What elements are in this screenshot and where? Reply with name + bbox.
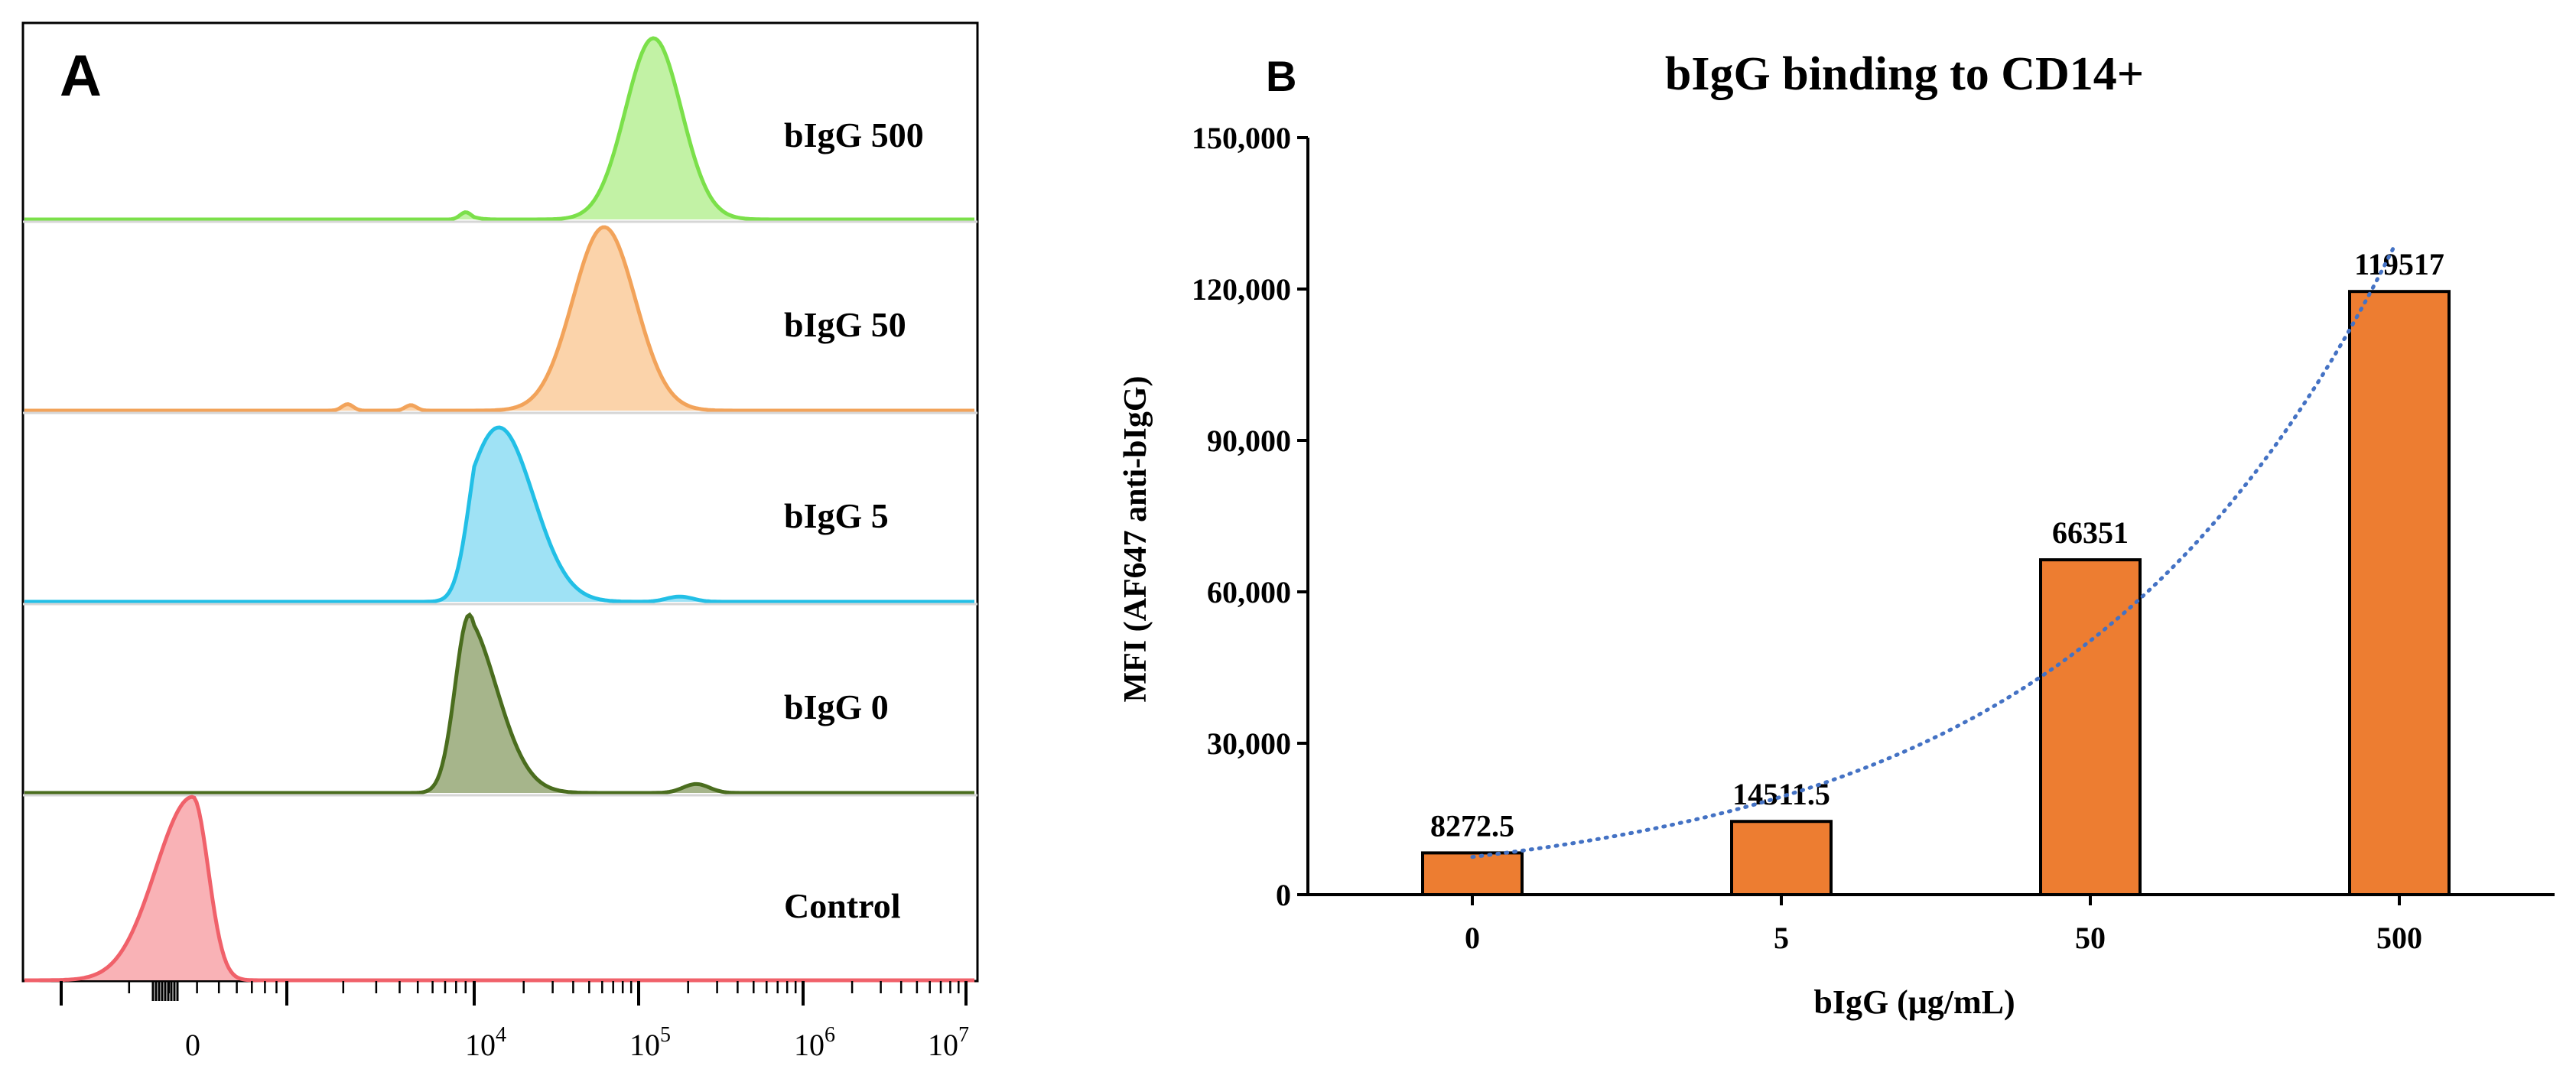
trendline bbox=[1470, 246, 2395, 859]
track-label: bIgG 50 bbox=[784, 305, 906, 344]
y-tick-label: 120,000 bbox=[1192, 272, 1291, 307]
x-tick-label: 500 bbox=[2376, 921, 2422, 955]
track-label: bIgG 5 bbox=[784, 496, 889, 535]
x-tick-label: 0 bbox=[1465, 921, 1480, 955]
y-tick-label: 90,000 bbox=[1207, 424, 1291, 458]
x-tick-label: 0 bbox=[185, 1028, 200, 1062]
y-tick-label: 30,000 bbox=[1207, 726, 1291, 761]
bar bbox=[1730, 820, 1833, 897]
y-tick-label: 60,000 bbox=[1207, 575, 1291, 609]
bar bbox=[2039, 558, 2142, 896]
track-label: bIgG 0 bbox=[784, 687, 889, 726]
histogram-line bbox=[24, 36, 974, 222]
bar-chart: 0 30,000 60,000 90,000 120,000 150,000 8272.5 0… bbox=[1192, 121, 2555, 955]
histogram-line bbox=[24, 612, 974, 795]
chart-title: bIgG binding to CD14+ bbox=[1665, 48, 2144, 100]
bar-data-label: 8272.5 bbox=[1430, 808, 1514, 843]
bar-data-label: 119517 bbox=[2354, 247, 2444, 281]
track-label: Control bbox=[784, 886, 901, 925]
panel-a-x-axis: 0 104 105 106 107 bbox=[60, 981, 969, 1062]
x-tick-label: 105 bbox=[629, 1023, 671, 1062]
histogram-line bbox=[24, 794, 974, 983]
histogram-fill bbox=[24, 797, 976, 980]
x-axis-label: bIgG (μg/mL) bbox=[1813, 983, 2015, 1021]
bar-data-label: 14511.5 bbox=[1732, 777, 1830, 811]
track-label: bIgG 500 bbox=[784, 115, 924, 154]
histogram-fill bbox=[24, 427, 976, 602]
bar-data-label: 66351 bbox=[2052, 515, 2129, 550]
bar bbox=[2348, 290, 2451, 896]
y-tick-label: 0 bbox=[1276, 878, 1291, 912]
y-tick-label: 150,000 bbox=[1192, 121, 1291, 155]
histogram-line bbox=[24, 425, 974, 604]
panel-b-letter: B bbox=[1266, 52, 1296, 100]
x-tick-label: 107 bbox=[928, 1023, 969, 1062]
histogram-line bbox=[24, 225, 974, 413]
x-tick-label: 106 bbox=[794, 1023, 835, 1062]
bar bbox=[1421, 851, 1524, 896]
panel-a-letter: A bbox=[60, 44, 102, 109]
y-axis-label: MFI (AF647 anti-bIgG) bbox=[1118, 376, 1153, 703]
x-tick-label: 104 bbox=[465, 1023, 506, 1062]
x-tick-label: 50 bbox=[2075, 921, 2106, 955]
x-tick-label: 5 bbox=[1774, 921, 1789, 955]
histogram-stack: bIgG 500 bIgG 50 bIgG 5 bIgG 0 Control bbox=[23, 36, 977, 983]
